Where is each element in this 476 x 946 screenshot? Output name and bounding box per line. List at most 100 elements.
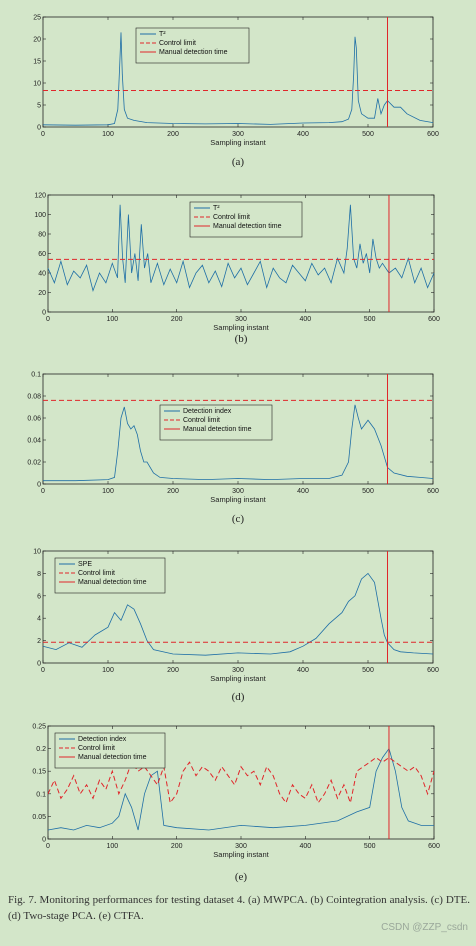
x-tick-label: 0 — [41, 131, 45, 138]
x-tick-label: 0 — [41, 488, 45, 495]
legend: SPE Control limit Manual detection time — [54, 557, 166, 594]
y-tick-label: 6 — [37, 593, 41, 600]
x-tick-label: 200 — [171, 843, 183, 850]
x-tick-label: 400 — [297, 131, 309, 138]
panel-label: (e) — [235, 871, 248, 883]
x-tick-label: 200 — [171, 316, 183, 323]
legend-entry: Control limit — [183, 417, 220, 424]
panel-label: (d) — [232, 691, 245, 703]
watermark: CSDN @ZZP_csdn — [381, 922, 468, 933]
panel-label: (c) — [232, 513, 245, 525]
y-tick-label: 0 — [42, 837, 46, 844]
legend-entry: Manual detection time — [213, 223, 282, 230]
y-tick-label: 4 — [37, 616, 41, 623]
x-tick-label: 100 — [102, 488, 114, 495]
x-tick-label: 400 — [297, 667, 309, 674]
series-line-1 — [42, 572, 434, 656]
y-tick-label: 0 — [37, 661, 41, 668]
x-axis-label: Sampling instant — [210, 495, 266, 504]
y-tick-label: 0.2 — [36, 746, 46, 753]
x-tick-label: 400 — [297, 488, 309, 495]
x-tick-label: 300 — [235, 316, 247, 323]
panel-label: (a) — [232, 156, 245, 168]
x-tick-label: 500 — [362, 131, 374, 138]
x-tick-label: 0 — [41, 667, 45, 674]
x-tick-label: 300 — [232, 667, 244, 674]
y-tick-label: 15 — [33, 59, 41, 66]
y-tick-label: 8 — [37, 571, 41, 578]
legend: Detection index Control limit Manual detec… — [54, 732, 166, 769]
y-tick-label: 0 — [42, 310, 46, 317]
y-tick-label: 0.05 — [32, 814, 46, 821]
x-tick-label: 100 — [106, 843, 118, 850]
legend-entry: Detection index — [183, 408, 232, 415]
y-tick-label: 0.06 — [27, 416, 41, 423]
x-tick-label: 100 — [102, 131, 114, 138]
x-tick-label: 600 — [427, 667, 439, 674]
chart-panel-5: 0 100 200 300 400 500 600 0 0.05 0.1 0.15 0.2 0.25 Sa… — [32, 724, 440, 884]
y-tick-label: 0.02 — [27, 460, 41, 467]
x-tick-label: 300 — [235, 843, 247, 850]
x-axis-label: Sampling instant — [213, 323, 269, 332]
series-line-1 — [42, 32, 434, 126]
x-tick-label: 500 — [364, 843, 376, 850]
y-tick-label: 0.04 — [27, 438, 41, 445]
legend-entry: Control limit — [78, 570, 115, 577]
y-tick-label: 20 — [38, 290, 46, 297]
y-tick-label: 0 — [37, 482, 41, 489]
x-tick-label: 200 — [167, 488, 179, 495]
legend-entry: T² — [213, 205, 220, 212]
figure-caption: Fig. 7. Monitoring performances for test… — [8, 894, 470, 922]
x-tick-label: 100 — [106, 316, 118, 323]
y-tick-label: 25 — [33, 15, 41, 22]
y-tick-label: 0.1 — [31, 372, 41, 379]
legend-entry: Detection index — [78, 736, 127, 743]
y-tick-label: 0.15 — [32, 769, 46, 776]
legend-entry: Manual detection time — [159, 49, 228, 56]
y-tick-label: 60 — [38, 251, 46, 258]
legend-entry: T² — [159, 31, 166, 38]
x-tick-label: 0 — [46, 843, 50, 850]
x-tick-label: 100 — [102, 667, 114, 674]
legend: Detection index Control limit Manual detec… — [159, 404, 273, 441]
x-tick-label: 400 — [299, 316, 311, 323]
y-tick-label: 120 — [34, 193, 46, 200]
x-tick-label: 0 — [46, 316, 50, 323]
y-tick-label: 10 — [33, 81, 41, 88]
legend-entry: Manual detection time — [183, 426, 252, 433]
x-tick-label: 500 — [362, 667, 374, 674]
legend-entry: Control limit — [78, 745, 115, 752]
x-tick-label: 600 — [428, 316, 440, 323]
series-line-1 — [47, 747, 434, 831]
y-tick-label: 0 — [37, 125, 41, 132]
x-tick-label: 600 — [427, 488, 439, 495]
y-tick-label: 40 — [38, 271, 46, 278]
x-tick-label: 200 — [167, 131, 179, 138]
x-tick-label: 300 — [232, 131, 244, 138]
panel-label: (b) — [235, 333, 248, 345]
legend: T² Control limit Manual detection time — [135, 27, 250, 64]
y-tick-label: 10 — [33, 549, 41, 556]
x-tick-label: 200 — [167, 667, 179, 674]
series-line-1 — [47, 204, 435, 292]
chart-panel-2: 0 100 200 300 400 500 600 0 20 40 60 80 100 120 Sampli… — [34, 193, 440, 346]
series-line-1 — [43, 404, 434, 482]
chart-panel-1: 0 100 200 300 400 500 600 0 5 10 15 20 25 Sampling in… — [33, 15, 439, 169]
legend-box — [54, 732, 166, 769]
legend: T² Control limit Manual detection time — [189, 201, 303, 238]
x-tick-label: 600 — [428, 843, 440, 850]
y-tick-label: 0.1 — [36, 791, 46, 798]
x-tick-label: 500 — [364, 316, 376, 323]
legend-entry: SPE — [78, 561, 92, 568]
y-tick-label: 5 — [37, 103, 41, 110]
y-tick-label: 0.08 — [27, 394, 41, 401]
chart-panel-4: 0 100 200 300 400 500 600 0 2 4 6 8 10 Sampling insta… — [33, 549, 439, 704]
x-tick-label: 400 — [299, 843, 311, 850]
y-tick-label: 0.25 — [32, 724, 46, 731]
x-tick-label: 300 — [232, 488, 244, 495]
legend-entry: Manual detection time — [78, 579, 147, 586]
y-tick-label: 2 — [37, 638, 41, 645]
y-tick-label: 100 — [34, 212, 46, 219]
series-line-2 — [47, 756, 435, 805]
